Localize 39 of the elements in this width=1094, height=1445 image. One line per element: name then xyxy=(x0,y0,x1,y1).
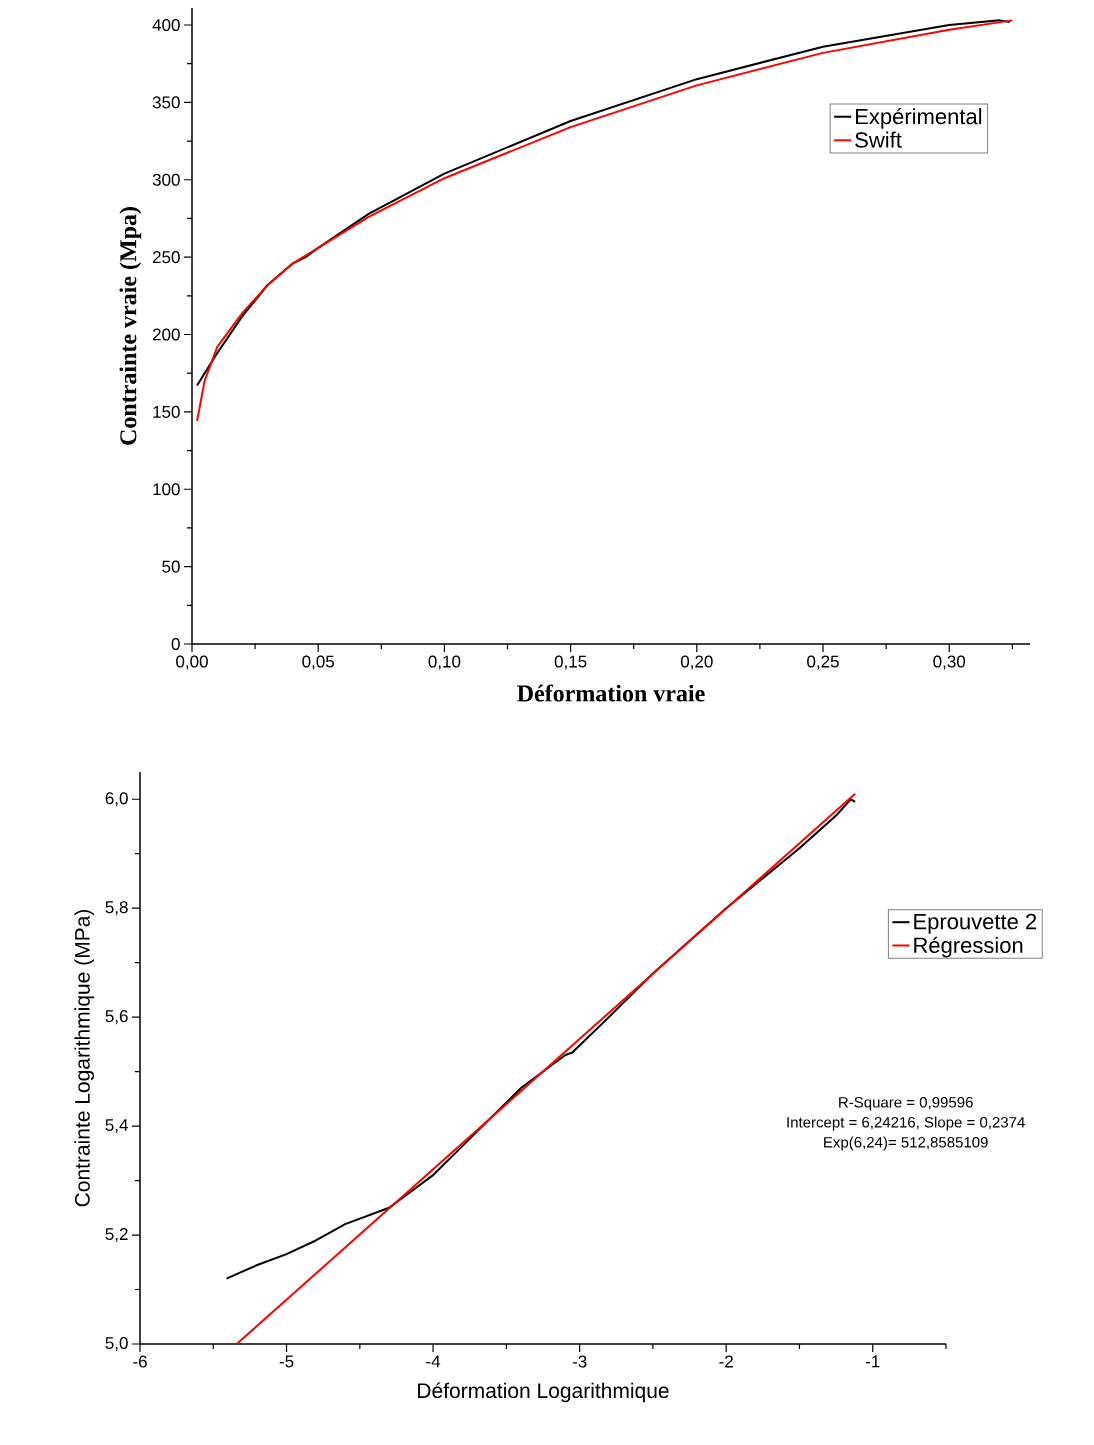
y-tick-label: 350 xyxy=(152,96,180,109)
x-tick-label: -6 xyxy=(133,1355,147,1368)
legend-label: Expérimental xyxy=(856,107,982,129)
y-tick-label: 150 xyxy=(153,405,180,418)
x-tick-label: -1 xyxy=(865,1355,880,1368)
x-tick-label: -3 xyxy=(572,1355,587,1368)
y-tick-label: 50 xyxy=(162,560,180,573)
y-tick-label: 200 xyxy=(152,328,180,341)
y-tick-label: 400 xyxy=(152,18,180,32)
y-axis-title: Contrainte Logarithmique (MPa) xyxy=(74,909,94,1207)
x-tick-label: 0,10 xyxy=(428,655,461,670)
y-tick-label: 0 xyxy=(171,637,180,651)
x-tick-label: -5 xyxy=(279,1355,294,1368)
x-tick-label: 0,05 xyxy=(302,655,335,670)
x-tick-label: 0,20 xyxy=(680,655,713,670)
x-axis-title: Déformation vraie xyxy=(517,684,705,702)
x-tick-label: 0,00 xyxy=(176,655,208,670)
x-axis-title: Déformation Logarithmique xyxy=(418,1382,669,1403)
y-tick-label: 5,6 xyxy=(105,1010,128,1025)
x-tick-label: 0,30 xyxy=(933,655,966,670)
x-tick-label: -2 xyxy=(719,1355,733,1368)
y-axis-title: Contrainte vraie (Mpa) xyxy=(119,207,142,445)
legend-label: Swift xyxy=(855,131,902,148)
annotation: R-Square = 0,99596 xyxy=(839,1096,973,1111)
y-tick-label: 100 xyxy=(153,483,180,496)
y-tick-label: 6,0 xyxy=(105,792,128,807)
y-tick-label: 300 xyxy=(152,173,180,186)
legend-label: Régression xyxy=(914,936,1023,958)
annotation: Exp(6,24)= 512,8585109 xyxy=(824,1136,988,1151)
y-tick-label: 5,4 xyxy=(105,1119,128,1134)
y-tick-label: 5,0 xyxy=(105,1336,128,1352)
legend-label: Eprouvette 2 xyxy=(914,913,1037,934)
x-tick-label: -4 xyxy=(426,1355,441,1368)
x-tick-label: 0,25 xyxy=(807,655,839,670)
annotation: Intercept = 6,24216, Slope = 0,2374 xyxy=(787,1116,1025,1131)
y-tick-label: 5,8 xyxy=(105,901,128,916)
y-tick-label: 250 xyxy=(152,251,180,264)
y-tick-label: 5,2 xyxy=(105,1228,128,1243)
x-tick-label: 0,15 xyxy=(554,655,587,670)
